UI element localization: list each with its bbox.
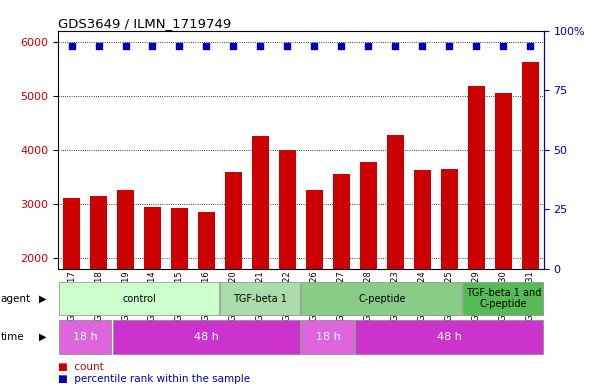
Bar bbox=[306, 190, 323, 366]
Point bbox=[229, 43, 238, 49]
Text: C-peptide: C-peptide bbox=[358, 293, 406, 304]
Text: agent: agent bbox=[1, 294, 31, 304]
Text: 48 h: 48 h bbox=[194, 332, 219, 342]
Bar bbox=[360, 162, 377, 366]
Text: 18 h: 18 h bbox=[315, 332, 340, 342]
Text: time: time bbox=[1, 332, 24, 342]
Point bbox=[255, 43, 265, 49]
Bar bbox=[441, 169, 458, 366]
Bar bbox=[225, 172, 242, 366]
Bar bbox=[387, 135, 404, 366]
Bar bbox=[117, 190, 134, 366]
Text: GDS3649 / ILMN_1719749: GDS3649 / ILMN_1719749 bbox=[58, 17, 232, 30]
Bar bbox=[356, 320, 543, 354]
Bar bbox=[144, 207, 161, 366]
Text: ■  count: ■ count bbox=[58, 362, 104, 372]
Point bbox=[282, 43, 292, 49]
Point bbox=[337, 43, 346, 49]
Bar bbox=[170, 208, 188, 366]
Text: 48 h: 48 h bbox=[437, 332, 462, 342]
Text: TGF-beta 1 and
C-peptide: TGF-beta 1 and C-peptide bbox=[466, 288, 541, 310]
Bar bbox=[112, 320, 301, 354]
Bar bbox=[59, 320, 111, 354]
Point bbox=[202, 43, 211, 49]
Bar bbox=[301, 282, 463, 315]
Text: 18 h: 18 h bbox=[73, 332, 97, 342]
Bar bbox=[63, 199, 80, 366]
Bar bbox=[467, 86, 485, 366]
Text: ▶: ▶ bbox=[38, 332, 46, 342]
Point bbox=[472, 43, 481, 49]
Point bbox=[93, 43, 103, 49]
Point bbox=[390, 43, 400, 49]
Bar bbox=[463, 282, 543, 315]
Text: control: control bbox=[122, 293, 156, 304]
Bar bbox=[90, 196, 108, 366]
Point bbox=[525, 43, 535, 49]
Bar bbox=[279, 150, 296, 366]
Text: TGF-beta 1: TGF-beta 1 bbox=[233, 293, 287, 304]
Text: ■  percentile rank within the sample: ■ percentile rank within the sample bbox=[58, 374, 250, 384]
Point bbox=[499, 43, 508, 49]
Point bbox=[148, 43, 158, 49]
Bar bbox=[494, 93, 512, 366]
Bar bbox=[522, 62, 539, 366]
Point bbox=[417, 43, 427, 49]
Point bbox=[67, 43, 76, 49]
Bar bbox=[252, 136, 269, 366]
Point bbox=[120, 43, 130, 49]
Bar bbox=[301, 320, 354, 354]
Bar bbox=[414, 170, 431, 366]
Point bbox=[175, 43, 185, 49]
Bar bbox=[59, 282, 219, 315]
Bar bbox=[198, 212, 215, 366]
Point bbox=[310, 43, 320, 49]
Point bbox=[444, 43, 454, 49]
Bar bbox=[332, 174, 350, 366]
Point bbox=[364, 43, 373, 49]
Text: ▶: ▶ bbox=[38, 294, 46, 304]
Bar bbox=[221, 282, 301, 315]
